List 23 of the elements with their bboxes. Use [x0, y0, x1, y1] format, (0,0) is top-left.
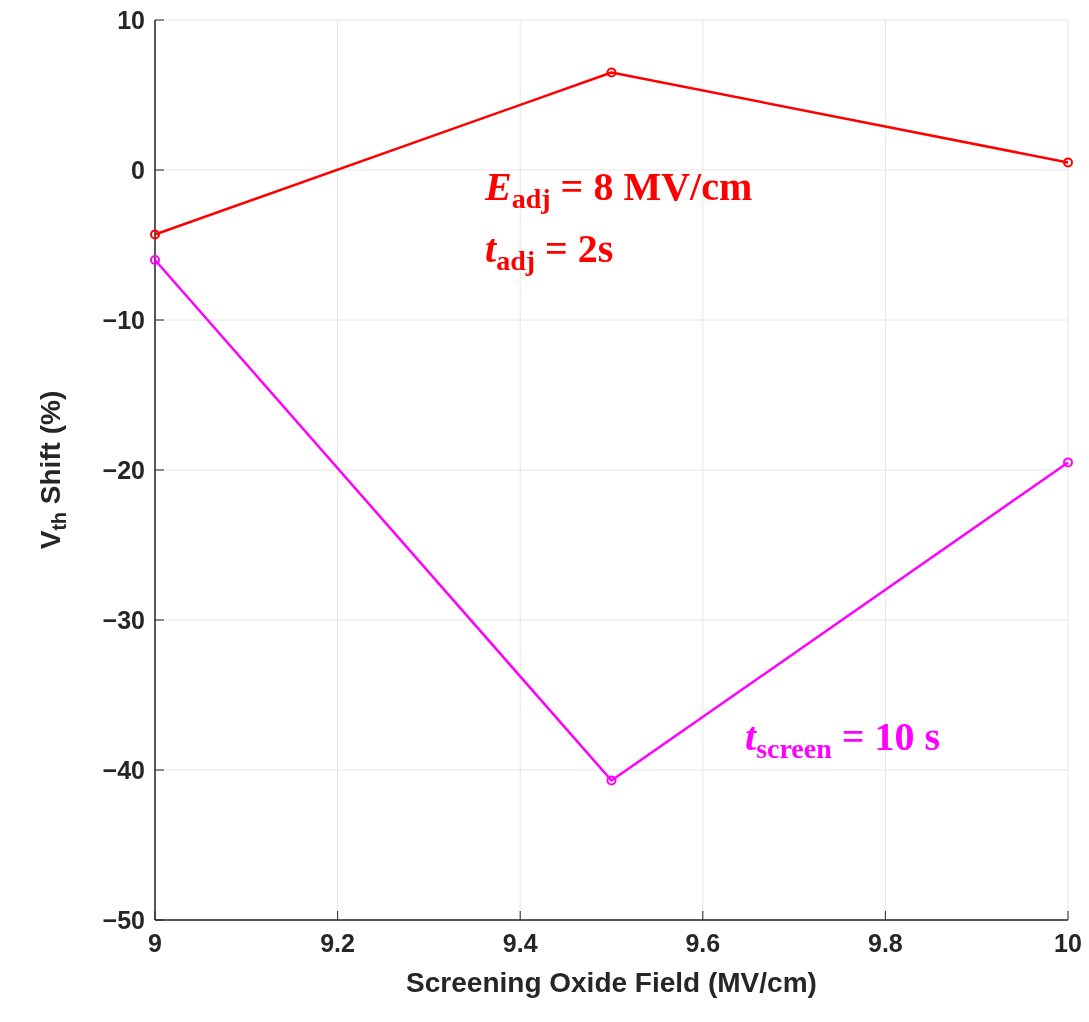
annotation: t$_{adj}$ = 2s [485, 226, 614, 277]
y-tick-label: 0 [131, 156, 145, 184]
x-tick-label: 9 [148, 929, 162, 957]
y-tick-label: −10 [102, 306, 145, 334]
point [606, 67, 617, 78]
series-label: t$_{screen}$ = 10 s [745, 714, 941, 765]
x-tick-label: 9.6 [685, 929, 721, 957]
point [150, 229, 160, 240]
point [1063, 457, 1073, 468]
x-tick-label: 9.4 [502, 929, 538, 957]
y-tick-label: 10 [117, 6, 145, 34]
x-tick-label: 9.8 [868, 929, 903, 957]
y-tick-label: −40 [102, 756, 145, 784]
y-tick-label: −20 [102, 456, 145, 484]
y-tick-label: −30 [102, 606, 145, 634]
y-tick-label: −50 [102, 906, 145, 934]
x-axis-title: Screening Oxide Field (MV/cm) [406, 967, 817, 998]
point [606, 775, 617, 786]
annotation: E$_{adj}$ = 8 MV/cm [484, 164, 753, 215]
point [150, 255, 160, 265]
point [1063, 157, 1073, 168]
x-tick-label: 9.2 [320, 929, 355, 957]
x-tick-label: 10 [1054, 929, 1082, 957]
